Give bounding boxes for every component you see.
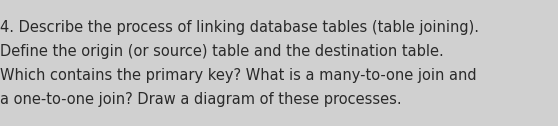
Text: a one-to-one join? Draw a diagram of these processes.: a one-to-one join? Draw a diagram of the… (0, 92, 402, 107)
Text: 4. Describe the process of linking database tables (table joining).: 4. Describe the process of linking datab… (0, 20, 479, 35)
Text: Which contains the primary key? What is a many-to-one join and: Which contains the primary key? What is … (0, 68, 477, 83)
Text: Define the origin (or source) table and the destination table.: Define the origin (or source) table and … (0, 44, 444, 59)
